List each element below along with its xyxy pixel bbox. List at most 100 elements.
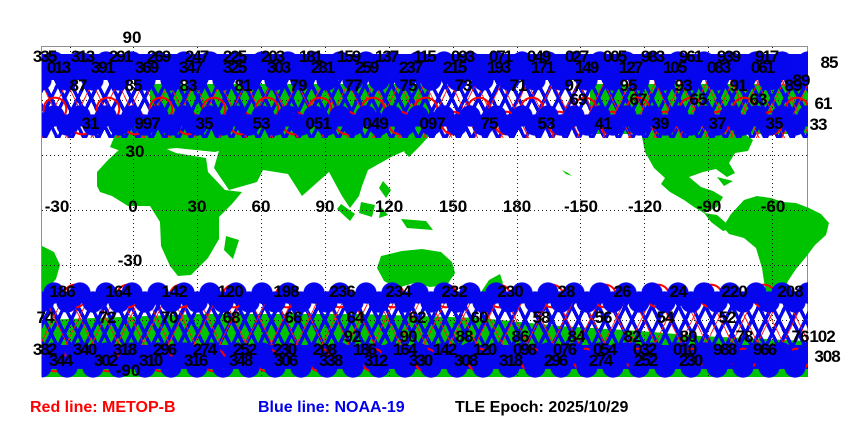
orbit-number: 306 <box>273 351 298 370</box>
land-madagascar <box>224 236 239 259</box>
orbit-number: 84 <box>567 327 586 346</box>
orbit-number: 75 <box>399 76 418 95</box>
orbit-number: 027 <box>564 47 589 66</box>
gridline-lon--150 <box>580 47 581 377</box>
orbit-number: 63 <box>749 90 768 109</box>
gridline-lon--120 <box>644 47 645 377</box>
lon-axis-label: -120 <box>627 197 663 216</box>
orbit-number: 95 <box>619 76 638 95</box>
orbit-number: 230 <box>678 351 703 370</box>
orbit-number: 164 <box>105 282 131 301</box>
gridline-lon-0 <box>133 47 134 377</box>
orbit-number: 52 <box>718 308 737 327</box>
orbit-number: 097 <box>419 114 445 133</box>
orbit-number: 083 <box>706 58 731 77</box>
orbit-number: 344 <box>48 351 73 370</box>
orbit-number: 28 <box>557 282 576 301</box>
orbit-number: 92 <box>343 327 362 346</box>
orbit-number: 236 <box>329 282 355 301</box>
orbit-number: 071 <box>488 47 513 66</box>
noaa19-orbit-dots <box>42 290 808 314</box>
orbit-number: 186 <box>49 282 75 301</box>
lat-axis-label: -90 <box>115 361 141 380</box>
lon-axis-label: 60 <box>251 197 271 216</box>
orbit-number: 338 <box>318 351 343 370</box>
orbit-number: 53 <box>537 114 556 133</box>
gridline-lon-30 <box>197 47 198 377</box>
land-australia <box>377 249 455 288</box>
orbit-number: 142 <box>432 340 457 359</box>
orbit-number: 318 <box>498 351 523 370</box>
orbit-number: 051 <box>305 114 331 133</box>
land-north-america <box>641 132 753 213</box>
noaa19-orbit-dots <box>42 113 808 137</box>
orbit-number-edge: 308 <box>814 347 840 366</box>
orbit-number: 71 <box>509 76 528 95</box>
orbit-number: 91 <box>729 76 748 95</box>
orbit-number: 149 <box>574 58 599 77</box>
orbit-number: 252 <box>232 340 257 359</box>
orbit-number: 032 <box>632 340 657 359</box>
orbit-number: 105 <box>662 58 687 77</box>
orbit-number: 171 <box>530 58 555 77</box>
lon-axis-label: 90 <box>315 197 335 216</box>
orbit-number: 208 <box>777 282 803 301</box>
orbit-number: 75 <box>480 114 499 133</box>
orbit-number: 65 <box>689 90 708 109</box>
orbit-number: 87 <box>69 76 88 95</box>
orbit-number: 316 <box>183 351 208 370</box>
orbit-number: 82 <box>623 327 642 346</box>
lon-axis-label: -30 <box>44 197 70 216</box>
orbit-number: 89 <box>784 76 803 95</box>
orbit-number: 93 <box>674 76 693 95</box>
orbit-number: 230 <box>272 340 297 359</box>
orbit-number: 86 <box>511 327 530 346</box>
lon-axis-label: 120 <box>374 197 404 216</box>
orbit-number: 997 <box>134 114 160 133</box>
orbit-number: 961 <box>678 47 703 66</box>
south-orbit-band <box>42 281 808 379</box>
lon-axis-label: -60 <box>760 197 786 216</box>
orbit-number: 81 <box>234 76 253 95</box>
land-borneo <box>359 202 375 217</box>
orbit-number: 208 <box>312 340 337 359</box>
gridline-lon-60 <box>261 47 262 377</box>
lon-axis-label: -90 <box>696 197 722 216</box>
orbit-number: 164 <box>392 340 417 359</box>
orbit-number: 35 <box>765 114 784 133</box>
orbit-number: 310 <box>138 351 163 370</box>
orbit-number: 005 <box>602 47 627 66</box>
lat-axis-label: -30 <box>117 251 143 270</box>
orbit-number: 90 <box>399 327 418 346</box>
land-sumatra <box>337 204 355 221</box>
orbit-number: 330 <box>408 351 433 370</box>
gridline-lon--60 <box>772 47 773 377</box>
orbit-number: 259 <box>354 58 379 77</box>
land-south-america <box>723 196 829 301</box>
orbit-number-edge: 85 <box>820 53 839 72</box>
gridline-lon-120 <box>389 47 390 377</box>
orbit-number: 312 <box>363 351 388 370</box>
orbit-number: 31 <box>81 114 100 133</box>
orbit-number: 966 <box>752 340 777 359</box>
gridline-lat-30n <box>42 155 808 156</box>
orbit-number: 67 <box>629 90 648 109</box>
orbit-number: 983 <box>640 47 665 66</box>
orbit-number: 186 <box>352 340 377 359</box>
orbit-number: 73 <box>454 76 473 95</box>
orbit-number: 203 <box>260 47 285 66</box>
orbit-number: 232 <box>441 282 467 301</box>
lon-axis-label: 150 <box>438 197 468 216</box>
orbit-number: 303 <box>266 58 291 77</box>
orbit-number: 79 <box>289 76 308 95</box>
lon-axis-label: -150 <box>563 197 599 216</box>
orbit-number: 74 <box>36 308 55 327</box>
orbit-number: 39 <box>651 114 670 133</box>
orbit-number: 318 <box>112 340 137 359</box>
orbit-number: 049 <box>362 114 388 133</box>
orbit-number: 347 <box>178 58 203 77</box>
orbit-number: 049 <box>526 47 551 66</box>
orbit-number: 60 <box>470 308 489 327</box>
orbit-number: 237 <box>398 58 423 77</box>
